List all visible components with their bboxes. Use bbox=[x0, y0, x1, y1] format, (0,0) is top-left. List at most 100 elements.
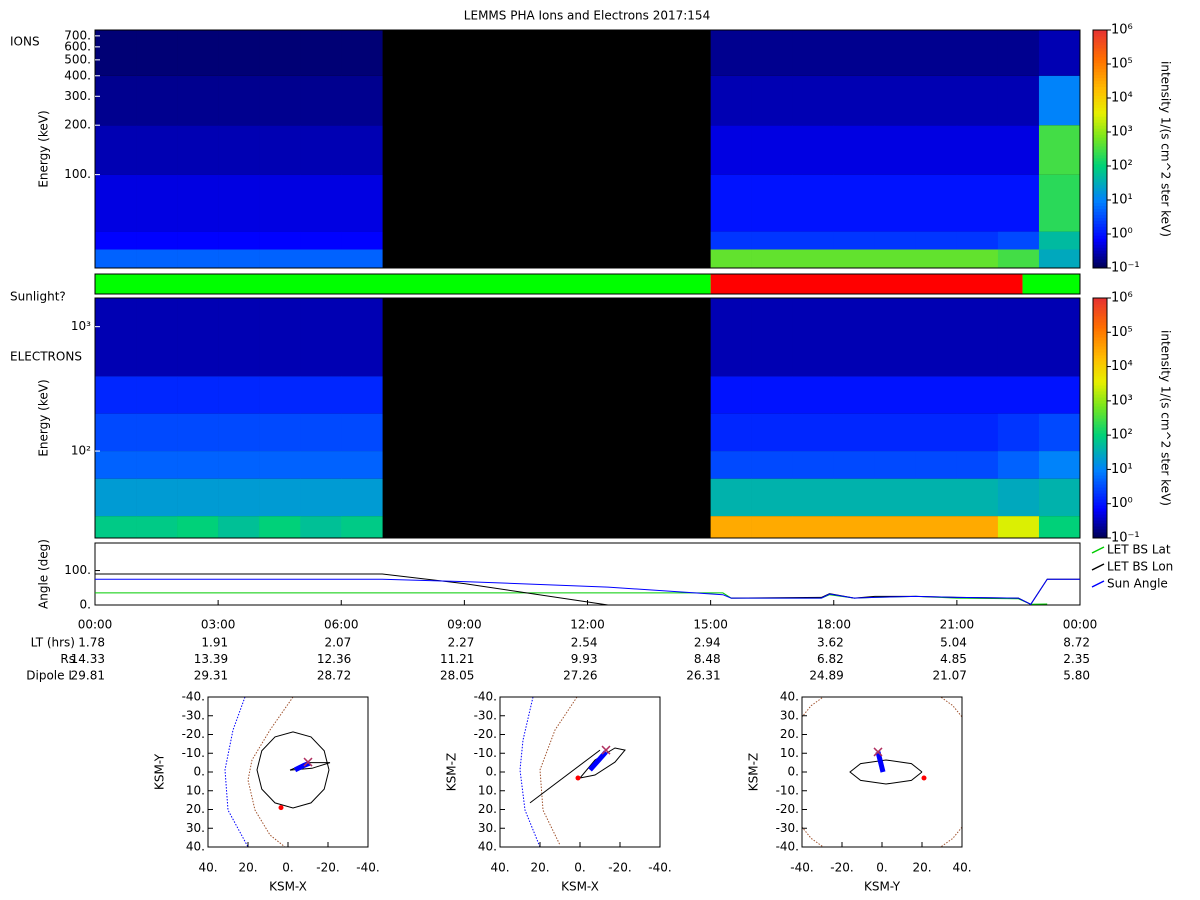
colorbar-step bbox=[1093, 532, 1107, 536]
heatmap-cell bbox=[136, 30, 178, 76]
colorbar-step bbox=[1093, 74, 1107, 79]
heatmap-cell bbox=[218, 478, 260, 517]
heatmap-cell bbox=[956, 413, 999, 452]
heatmap-cell bbox=[218, 125, 260, 175]
heatmap-cell bbox=[259, 413, 301, 452]
colorbar-step bbox=[1093, 143, 1107, 147]
heatmap-cell bbox=[874, 249, 917, 268]
heatmap-cell bbox=[341, 516, 383, 538]
colorbar-tick-label: 10⁵ bbox=[1111, 325, 1133, 340]
ephemeris-value: 2.07 bbox=[325, 636, 352, 650]
y-axis-label: Angle (deg) bbox=[37, 539, 51, 609]
colorbar-tick-label: 10⁶ bbox=[1111, 23, 1133, 38]
heatmap-cell bbox=[218, 249, 260, 268]
y-tick-label: 10³ bbox=[71, 319, 91, 333]
colorbar-step bbox=[1093, 154, 1107, 159]
colorbar-step bbox=[1093, 199, 1107, 204]
colorbar-step bbox=[1093, 92, 1107, 96]
heatmap-cell bbox=[177, 174, 219, 232]
colorbar-step bbox=[1093, 253, 1107, 257]
colorbar-step bbox=[1093, 397, 1107, 401]
heatmap-cell bbox=[136, 478, 178, 517]
colorbar-step bbox=[1093, 418, 1107, 422]
heatmap-cell bbox=[751, 413, 794, 452]
colorbar-step bbox=[1093, 160, 1107, 165]
heatmap-cell bbox=[792, 516, 835, 538]
heatmap-cell bbox=[95, 125, 137, 175]
heatmap-cell bbox=[218, 298, 260, 377]
colorbar-tick-label: 10⁶ bbox=[1111, 291, 1133, 306]
colorbar-step bbox=[1093, 436, 1107, 440]
colorbar-step bbox=[1093, 535, 1107, 539]
colorbar-step bbox=[1093, 421, 1107, 425]
heatmap-cell bbox=[1038, 516, 1081, 538]
colorbar-step bbox=[1093, 53, 1107, 58]
heatmap-cell bbox=[874, 451, 917, 479]
heatmap-cell bbox=[300, 30, 342, 76]
heatmap-cell bbox=[997, 75, 1040, 126]
heatmap-cell bbox=[997, 174, 1040, 232]
heatmap-cell bbox=[341, 298, 383, 377]
colorbar-step bbox=[1093, 412, 1107, 416]
colorbar-step bbox=[1093, 361, 1107, 365]
angle-line bbox=[95, 592, 1048, 605]
y-axis-label: Energy (keV) bbox=[37, 110, 51, 187]
colorbar-step bbox=[1093, 181, 1107, 186]
colorbar-step bbox=[1093, 44, 1107, 49]
ephemeris-label: Rs bbox=[60, 652, 75, 666]
x-tick-label: -20. bbox=[608, 861, 631, 875]
colorbar-step bbox=[1093, 217, 1107, 221]
heatmap-cell bbox=[710, 75, 752, 126]
colorbar-step bbox=[1093, 151, 1107, 156]
y-tick-label: 20. bbox=[780, 727, 799, 741]
heatmap-cell bbox=[833, 298, 876, 377]
ephemeris-value: 9.93 bbox=[571, 652, 598, 666]
colorbar-step bbox=[1093, 175, 1107, 180]
heatmap-cell bbox=[259, 174, 301, 232]
ephemeris-label: Dipole L bbox=[26, 669, 75, 683]
colorbar-step bbox=[1093, 95, 1107, 99]
colorbar-step bbox=[1093, 250, 1107, 254]
heatmap-cell bbox=[751, 75, 794, 126]
heatmap-cell bbox=[259, 376, 301, 414]
y-tick-label: -10. bbox=[776, 783, 799, 797]
orbit-line bbox=[256, 731, 330, 809]
colorbar-step bbox=[1093, 47, 1107, 52]
y-tick-label: 0. bbox=[80, 598, 91, 612]
sunlight-segment bbox=[1022, 274, 1080, 294]
colorbar-frame bbox=[1092, 297, 1108, 539]
ephemeris-value: 12.36 bbox=[317, 652, 351, 666]
heatmap-cell bbox=[956, 478, 999, 517]
colorbar-step bbox=[1093, 331, 1107, 335]
colorbar-step bbox=[1093, 226, 1107, 230]
colorbar-frame bbox=[1092, 29, 1108, 269]
ephemeris-value: 29.81 bbox=[71, 669, 105, 683]
heatmap-cell bbox=[1038, 125, 1081, 175]
legend-label: LET BS Lon bbox=[1107, 560, 1173, 574]
colorbar-step bbox=[1093, 50, 1107, 55]
colorbar-step bbox=[1093, 140, 1107, 144]
colorbar-step bbox=[1093, 116, 1107, 120]
colorbar-step bbox=[1093, 493, 1107, 497]
y-tick-label: 400. bbox=[64, 68, 91, 82]
colorbar-step bbox=[1093, 211, 1107, 215]
colorbar-step bbox=[1093, 196, 1107, 201]
y-tick-label: -30. bbox=[776, 821, 799, 835]
heatmap-cell bbox=[833, 376, 876, 414]
heatmap-cell bbox=[833, 478, 876, 517]
x-tick-label: -40. bbox=[648, 861, 671, 875]
colorbar-step bbox=[1093, 35, 1107, 40]
colorbar-step bbox=[1093, 490, 1107, 494]
chart-title: LEMMS PHA Ions and Electrons 2017:154 bbox=[464, 9, 710, 23]
heatmap-cell bbox=[956, 75, 999, 126]
colorbar-step bbox=[1093, 478, 1107, 482]
heatmap-cell bbox=[341, 249, 383, 268]
position-x bbox=[873, 747, 883, 757]
heatmap-cell bbox=[997, 125, 1040, 175]
colorbar-step bbox=[1093, 445, 1107, 449]
colorbar-step bbox=[1093, 223, 1107, 227]
heatmap-cell bbox=[792, 125, 835, 175]
colorbar-step bbox=[1093, 475, 1107, 479]
heatmap-cell bbox=[751, 30, 794, 76]
heatmap-cell bbox=[792, 451, 835, 479]
